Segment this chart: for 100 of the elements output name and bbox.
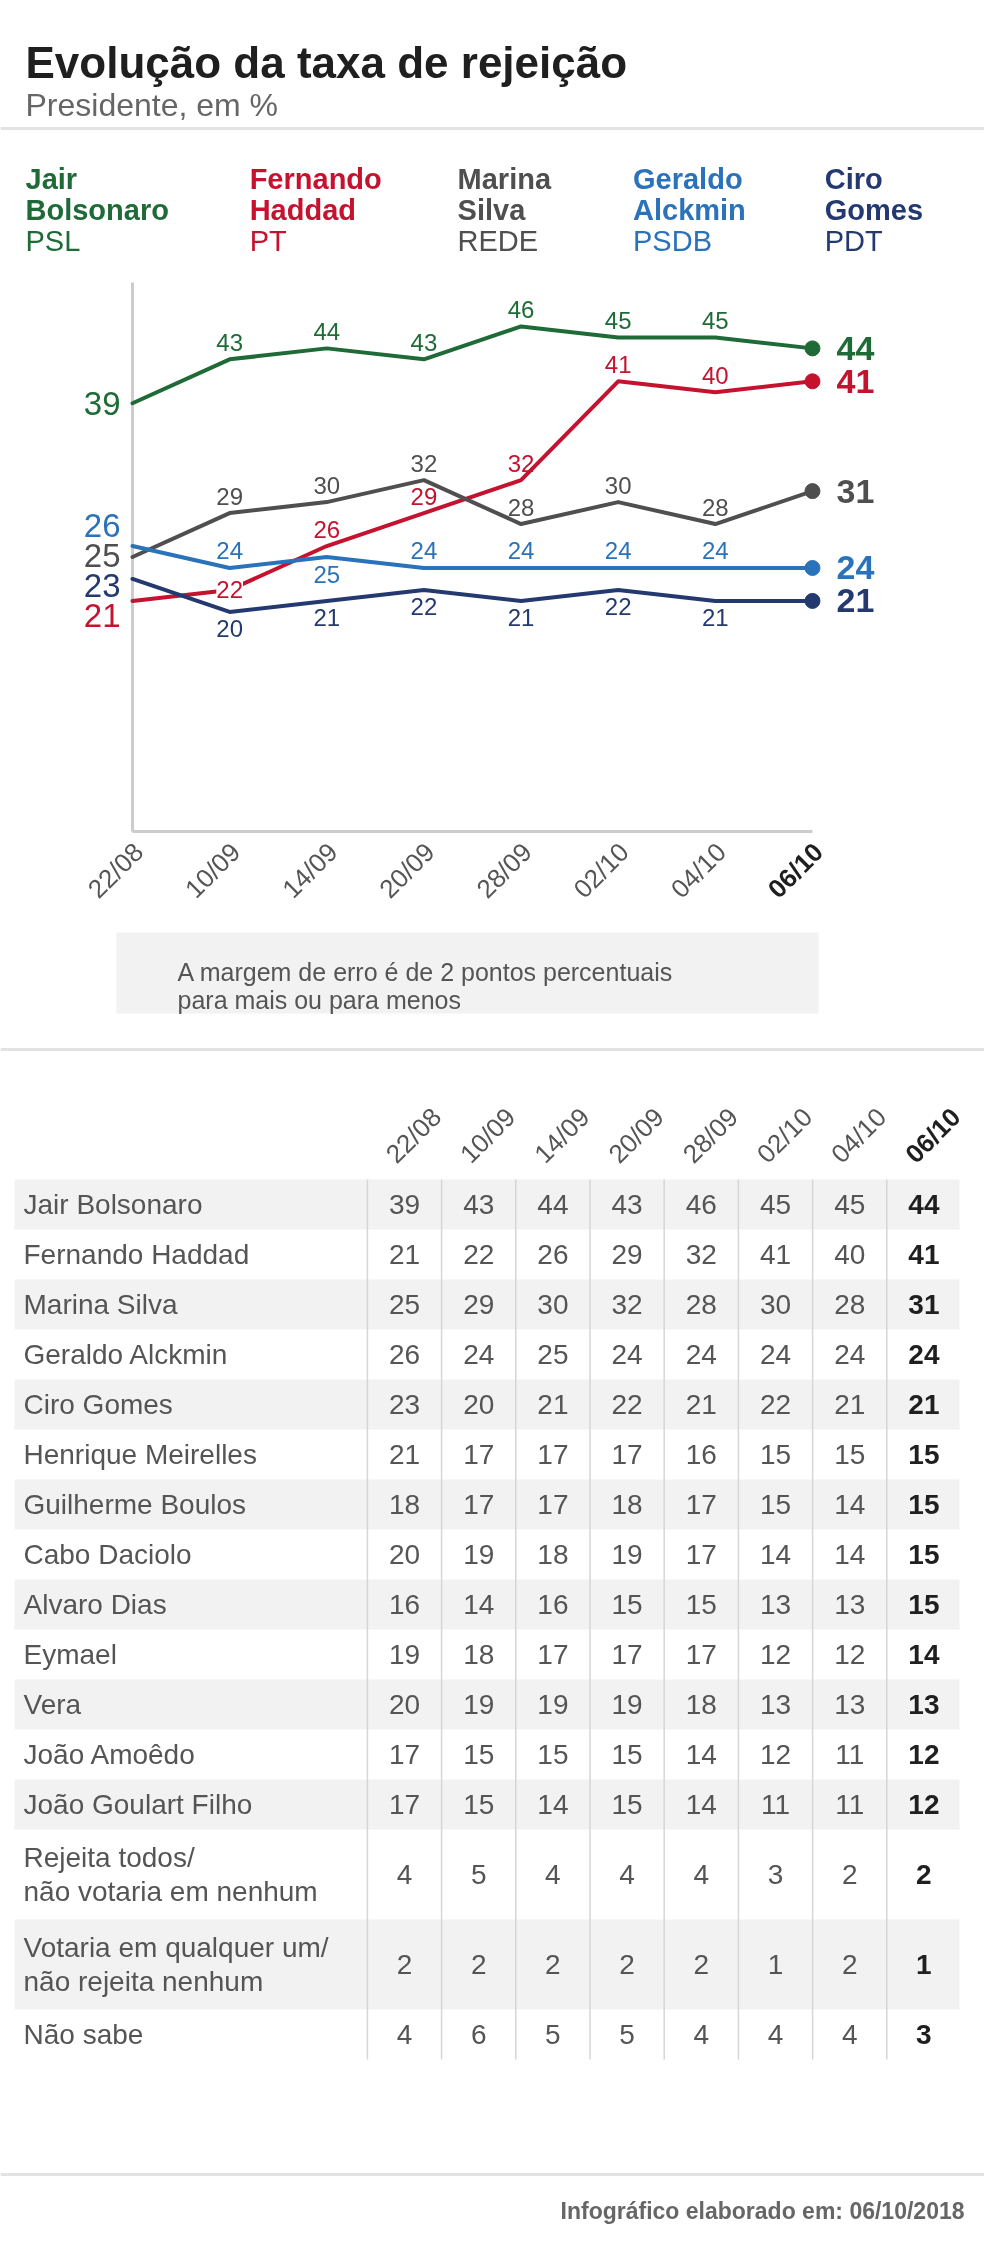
data-label: 18 <box>463 1639 495 1670</box>
data-label: 17 <box>388 1739 421 1770</box>
data-label: 19 <box>463 1689 495 1720</box>
data-label: 15 <box>611 1739 643 1770</box>
data-label: 14 <box>834 1539 866 1570</box>
data-label: 13 <box>834 1689 866 1720</box>
data-label: 15 <box>463 1739 495 1770</box>
data-label: 14 <box>463 1589 495 1620</box>
data-label: 30 <box>313 471 341 499</box>
data-label: 14 <box>834 1489 866 1520</box>
data-label: 40 <box>834 1239 866 1270</box>
data-label: 31 <box>836 471 875 510</box>
data-label: 24 <box>463 1339 495 1370</box>
data-label: 4 <box>693 2019 710 2050</box>
data-label: 20 <box>463 1389 495 1420</box>
data-label: 4 <box>545 1859 561 1890</box>
data-label: 3 <box>767 1859 784 1890</box>
data-label: 24 <box>685 1339 717 1370</box>
y-tick-label: Fernando Haddad <box>23 1239 250 1270</box>
data-label: 15 <box>834 1439 866 1470</box>
data-label: 19 <box>611 1539 643 1570</box>
text: Ciro Gomes PDT <box>824 162 924 257</box>
y-tick-label: Alvaro Dias <box>23 1589 167 1620</box>
data-label: 24 <box>604 537 632 565</box>
y-tick-label: Eymael <box>23 1639 117 1670</box>
data-label: 12 <box>759 1639 792 1670</box>
data-label: 44 <box>537 1189 569 1220</box>
data-label: 43 <box>463 1189 495 1220</box>
data-label: 26 <box>313 515 341 543</box>
data-label: 17 <box>537 1489 569 1520</box>
data-label: 17 <box>463 1439 495 1470</box>
data-label: 15 <box>908 1439 940 1470</box>
data-label: 18 <box>611 1489 643 1520</box>
data-label: 17 <box>685 1639 717 1670</box>
data-label: 2 <box>916 1859 932 1890</box>
data-label: 13 <box>834 1589 866 1620</box>
data-label: 25 <box>537 1339 569 1370</box>
data-label: 5 <box>545 2019 561 2050</box>
data-label: 1 <box>916 1949 932 1980</box>
data-label: 44 <box>908 1189 940 1220</box>
data-label: 21 <box>908 1389 940 1420</box>
y-tick-label: Votaria em qualquer um/ não rejeita nenhum <box>23 1932 329 1997</box>
data-label: 28 <box>507 493 535 521</box>
chart-subtitle: Presidente, em % <box>25 86 279 123</box>
data-label: 29 <box>611 1239 643 1270</box>
point <box>804 592 821 609</box>
y-tick-label: Cabo Daciolo <box>23 1539 192 1570</box>
data-label: 6 <box>470 2019 487 2050</box>
chart-title: Evolução da taxa de rejeição <box>25 38 628 87</box>
data-label: 22 <box>611 1389 643 1420</box>
data-label: 12 <box>759 1739 792 1770</box>
data-label: 21 <box>537 1389 569 1420</box>
data-label: 25 <box>388 1289 421 1320</box>
data-label: 3 <box>916 2019 932 2050</box>
data-label: 17 <box>611 1439 643 1470</box>
data-label: 23 <box>388 1389 421 1420</box>
data-label: 20 <box>216 615 243 643</box>
data-label: 15 <box>759 1439 792 1470</box>
data-label: 16 <box>388 1589 421 1620</box>
data-label: 11 <box>835 1789 865 1820</box>
data-label: 4 <box>841 2019 858 2050</box>
data-label: 19 <box>537 1689 569 1720</box>
data-label: 24 <box>216 537 243 565</box>
y-tick-label: Ciro Gomes <box>23 1389 173 1420</box>
data-label: 28 <box>834 1289 866 1320</box>
y-tick-label: Rejeita todos/ não votaria em nenhum <box>23 1842 318 1907</box>
data-label: 31 <box>908 1289 940 1320</box>
data-label: 24 <box>834 1339 866 1370</box>
y-tick-label: Vera <box>23 1689 82 1720</box>
data-label: 43 <box>216 328 243 356</box>
data-label: 1 <box>767 1949 784 1980</box>
data-label: 28 <box>701 493 729 521</box>
data-label: 30 <box>604 471 632 499</box>
data-label: 4 <box>767 2019 784 2050</box>
y-tick-label: Henrique Meirelles <box>23 1439 257 1470</box>
data-label: 16 <box>685 1439 717 1470</box>
data-label: 17 <box>388 1789 421 1820</box>
data-label: 46 <box>507 295 535 323</box>
data-label: 20 <box>388 1539 421 1570</box>
data-label: 45 <box>701 306 729 334</box>
data-label: 2 <box>470 1949 487 1980</box>
text: Fernando Haddad PT <box>249 162 382 257</box>
data-label: 21 <box>388 1439 421 1470</box>
y-tick-label: Jair Bolsonaro <box>23 1189 203 1220</box>
data-label: 4 <box>396 2019 413 2050</box>
data-label: 20 <box>388 1689 421 1720</box>
text: A margem de erro é de 2 pontos percentuais para mais ou para menos <box>177 957 673 1014</box>
y-tick-label: Marina Silva <box>23 1289 178 1320</box>
data-label: 45 <box>759 1189 792 1220</box>
data-label: 17 <box>537 1439 569 1470</box>
data-label: 15 <box>611 1589 643 1620</box>
data-label: 41 <box>908 1239 940 1270</box>
data-label: 45 <box>604 306 632 334</box>
y-tick-label: João Goulart Filho <box>23 1789 253 1820</box>
data-label: 15 <box>759 1489 792 1520</box>
data-label: 5 <box>470 1859 487 1890</box>
text: Jair Bolsonaro PSL <box>25 162 169 257</box>
text: Geraldo Alckmin PSDB <box>633 162 746 257</box>
data-label: 21 <box>834 1389 866 1420</box>
data-label: 30 <box>759 1289 792 1320</box>
